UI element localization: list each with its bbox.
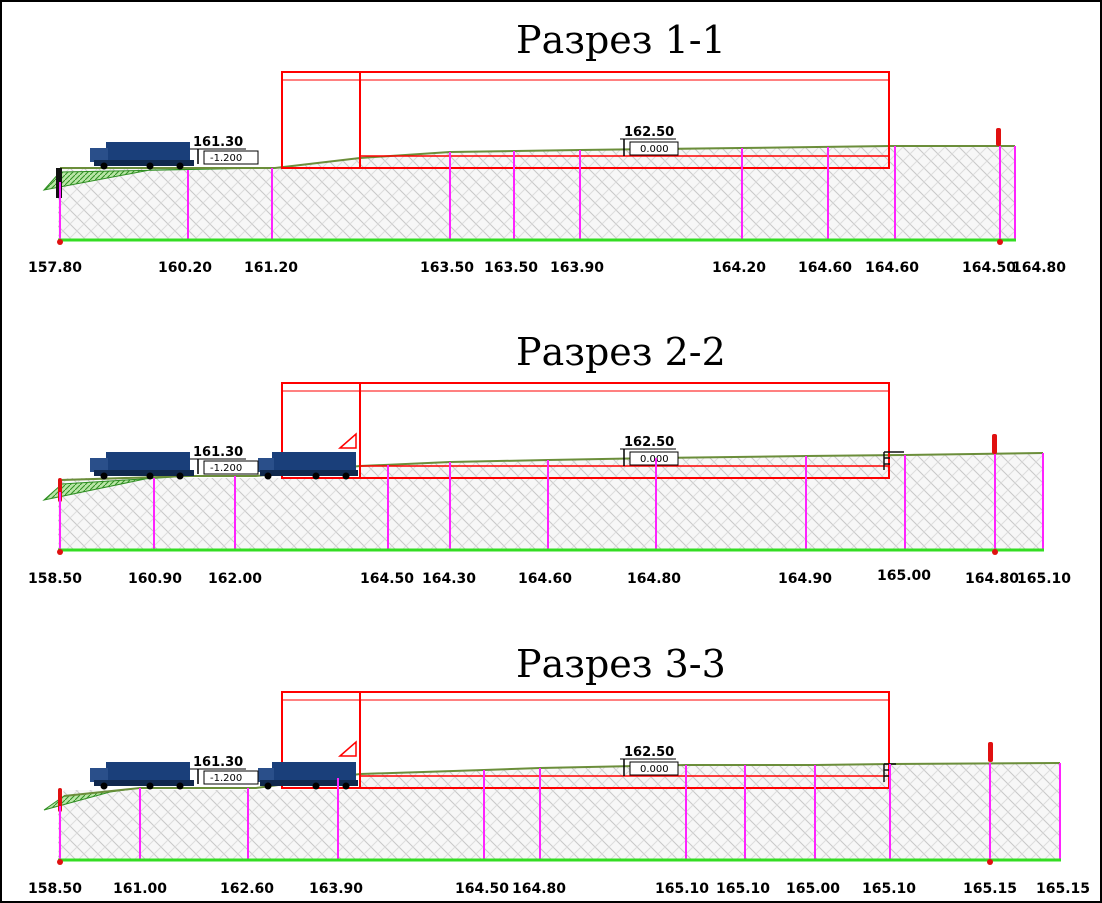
truck (90, 142, 194, 170)
elevation-label: 158.50 (28, 571, 82, 587)
elevation-label: 163.50 (484, 260, 538, 276)
section-title: Разрез 3-3 (516, 642, 726, 686)
elevation-label: 163.90 (309, 881, 363, 897)
elevation-label: 164.80 (512, 881, 566, 897)
vertical-lines (59, 453, 1044, 550)
elevation-label: 161.20 (244, 260, 298, 276)
elevation-label: 165.10 (716, 881, 770, 897)
elevation-label: 160.20 (158, 260, 212, 276)
elevation-label: 165.00 (786, 881, 840, 897)
elevation-label: 158.50 (28, 881, 82, 897)
elevation-label: 162.00 (208, 571, 262, 587)
truck (90, 762, 194, 790)
elevation-label: 157.80 (28, 260, 82, 276)
vertical-lines (59, 763, 1061, 860)
section-title: Разрез 1-1 (516, 18, 726, 62)
elevation-labels: 158.50 161.00 162.60 163.90 164.50 164.8… (28, 881, 1090, 897)
truck-relative-mark: -1.200 (210, 773, 242, 784)
elevation-label: 164.20 (712, 260, 766, 276)
elevation-label: 165.10 (862, 881, 916, 897)
elevation-label: 165.00 (877, 568, 931, 584)
truck (90, 452, 194, 480)
elevation-label: 164.80 (965, 571, 1019, 587)
truck-2 (258, 762, 358, 790)
section-1-1: Разрез 1-1 161.30 -1.200 162.50 0.000 (28, 18, 1066, 276)
elevation-label: 161.00 (113, 881, 167, 897)
floor-relative-mark: 0.000 (640, 454, 669, 465)
section-2-2: Разрез 2-2 (28, 330, 1071, 587)
truck-elevation: 161.30 (193, 135, 243, 150)
truck-relative-mark: -1.200 (210, 463, 242, 474)
floor-elevation: 162.50 (624, 125, 674, 140)
elevation-label: 164.60 (865, 260, 919, 276)
ground-hatch (58, 146, 1015, 240)
elevation-label: 164.60 (798, 260, 852, 276)
elevation-label: 165.15 (963, 881, 1017, 897)
pole-marker (988, 742, 993, 762)
elevation-label: 164.50 (962, 260, 1016, 276)
ground-line (61, 452, 1044, 481)
elevation-label: 164.30 (422, 571, 476, 587)
elevation-label: 160.90 (128, 571, 182, 587)
floor-relative-mark: 0.000 (640, 144, 669, 155)
elevation-label: 164.80 (627, 571, 681, 587)
section-3-3: Разрез 3-3 (28, 642, 1090, 897)
elevation-label: 163.90 (550, 260, 604, 276)
pole-marker (996, 128, 1001, 146)
floor-elevation: 162.50 (624, 745, 674, 760)
elevation-label: 164.50 (455, 881, 509, 897)
ground-line (63, 762, 1061, 797)
elevation-label: 162.60 (220, 881, 274, 897)
floor-relative-mark: 0.000 (640, 764, 669, 775)
vertical-lines (59, 146, 1016, 240)
elevation-label: 164.90 (778, 571, 832, 587)
elevation-label: 164.60 (518, 571, 572, 587)
elevation-label: 165.10 (1017, 571, 1071, 587)
section-title: Разрез 2-2 (516, 330, 726, 374)
truck-2 (258, 452, 358, 480)
elevation-label: 164.80 (1012, 260, 1066, 276)
elevation-label: 165.10 (655, 881, 709, 897)
floor-elevation: 162.50 (624, 435, 674, 450)
pole-marker (992, 434, 997, 454)
elevation-labels: 157.80 160.20 161.20 163.50 163.50 163.9… (28, 260, 1066, 276)
truck-elevation: 161.30 (193, 445, 243, 460)
elevation-label: 165.15 (1036, 881, 1090, 897)
elevation-labels: 158.50 160.90 162.00 164.50 164.30 164.6… (28, 568, 1071, 587)
elevation-label: 163.50 (420, 260, 474, 276)
truck-relative-mark: -1.200 (210, 153, 242, 164)
truck-elevation: 161.30 (193, 755, 243, 770)
stairs-marker (883, 451, 904, 470)
elevation-label: 164.50 (360, 571, 414, 587)
